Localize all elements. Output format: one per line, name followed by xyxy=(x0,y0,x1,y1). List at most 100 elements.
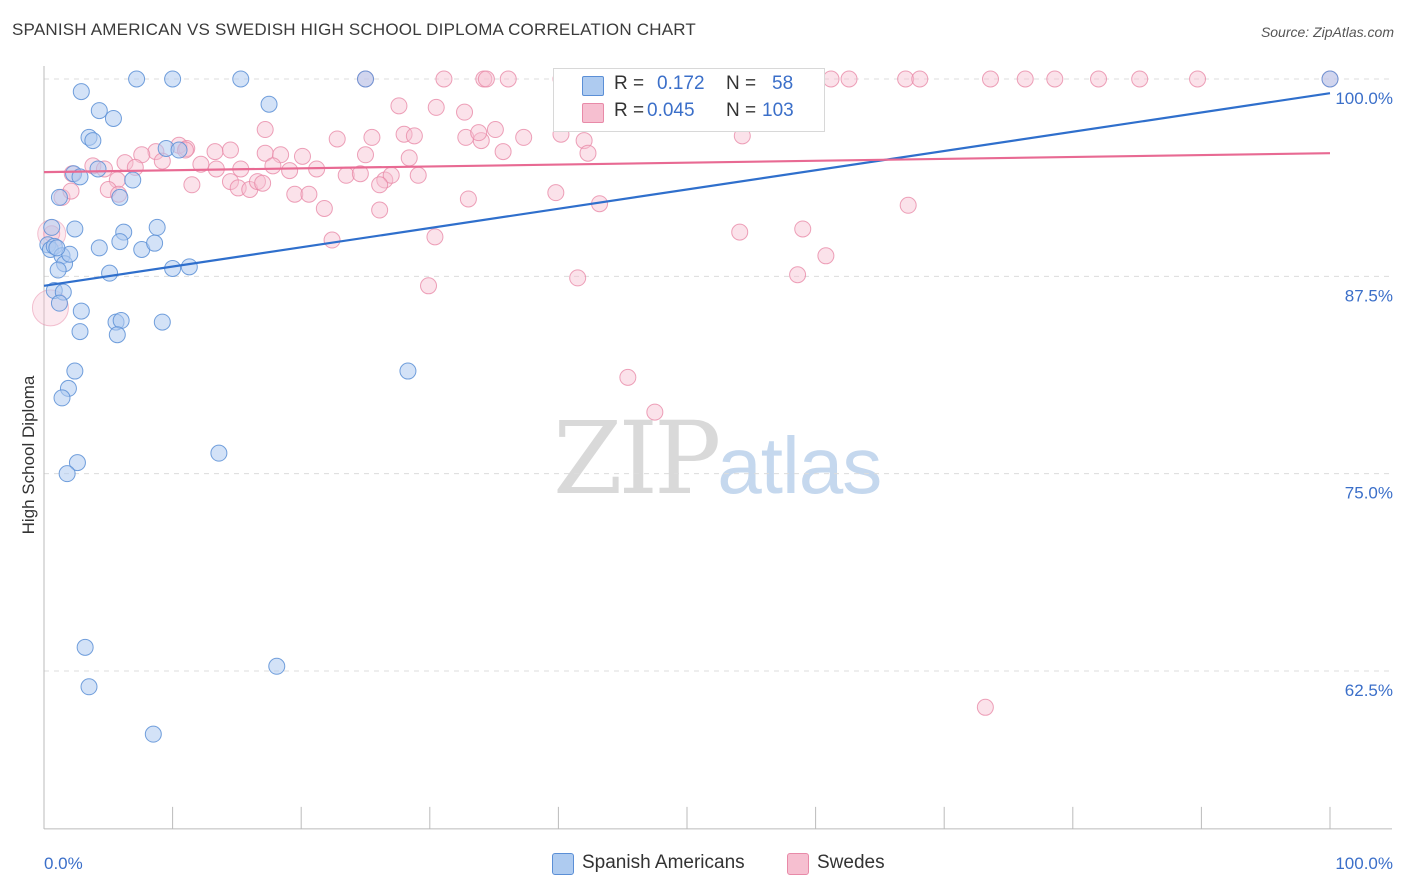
data-point-spanish-americans xyxy=(1321,70,1339,88)
n-value: 103 xyxy=(762,100,794,121)
data-point-swedes xyxy=(569,269,587,287)
data-point-spanish-americans xyxy=(260,95,278,113)
data-point-swedes xyxy=(459,190,477,208)
data-point-swedes xyxy=(1131,70,1149,88)
data-point-spanish-americans xyxy=(66,362,84,380)
data-point-spanish-americans xyxy=(48,239,66,257)
legend-swatch-pink xyxy=(787,853,809,875)
watermark-zip: ZIP xyxy=(553,400,721,517)
data-point-swedes xyxy=(323,231,341,249)
y-axis-label: High School Diploma xyxy=(19,375,38,534)
data-point-swedes xyxy=(1016,70,1034,88)
data-point-swedes xyxy=(897,70,915,88)
data-point-spanish-americans xyxy=(144,725,162,743)
r-label: R = xyxy=(614,73,645,94)
source-label: Source: ZipAtlas.com xyxy=(1260,24,1394,40)
data-point-swedes xyxy=(254,174,272,192)
data-point-swedes xyxy=(371,201,389,219)
data-point-spanish-americans xyxy=(101,264,119,282)
x-tick-label: 100.0% xyxy=(1335,854,1393,873)
data-point-swedes xyxy=(256,121,274,139)
data-point-swedes xyxy=(789,266,807,284)
data-point-spanish-americans xyxy=(58,465,76,483)
data-point-swedes xyxy=(981,70,999,88)
data-point-spanish-americans xyxy=(90,102,108,120)
data-point-spanish-americans xyxy=(111,188,129,206)
data-point-swedes xyxy=(390,97,408,115)
data-point-swedes xyxy=(371,176,389,194)
data-point-spanish-americans xyxy=(68,454,86,472)
y-tick-label: 62.5% xyxy=(1345,681,1393,700)
data-point-swedes xyxy=(192,155,210,173)
series-swedes xyxy=(31,70,1339,716)
data-point-spanish-americans xyxy=(90,239,108,257)
r-value: 0.045 xyxy=(647,100,695,121)
y-tick-label: 87.5% xyxy=(1345,286,1393,305)
data-point-swedes xyxy=(405,127,423,145)
stats-legend-row-swedes: R = 0.045 N = 103 xyxy=(554,100,824,126)
data-point-spanish-americans xyxy=(66,220,84,238)
watermark: ZIPatlas xyxy=(553,400,882,517)
data-point-spanish-americans xyxy=(399,362,417,380)
data-point-spanish-americans xyxy=(89,160,107,178)
data-point-swedes xyxy=(547,184,565,202)
data-point-spanish-americans xyxy=(153,313,171,331)
data-point-spanish-americans xyxy=(180,258,198,276)
data-point-swedes xyxy=(351,165,369,183)
data-point-swedes xyxy=(1090,70,1108,88)
data-point-swedes xyxy=(515,128,533,146)
data-point-spanish-americans xyxy=(71,168,89,186)
data-point-spanish-americans xyxy=(50,188,68,206)
data-point-swedes xyxy=(731,223,749,241)
data-point-spanish-americans xyxy=(128,70,146,88)
data-point-spanish-americans xyxy=(357,70,374,88)
data-point-swedes xyxy=(99,181,117,199)
y-tick-label: 100.0% xyxy=(1335,89,1393,108)
data-point-swedes xyxy=(328,130,346,148)
data-point-swedes xyxy=(281,162,299,180)
data-point-spanish-americans xyxy=(49,261,67,279)
n-value: 58 xyxy=(772,73,794,94)
data-point-swedes xyxy=(337,166,355,184)
data-point-swedes xyxy=(363,128,381,146)
data-point-swedes xyxy=(1046,70,1064,88)
data-point-swedes xyxy=(794,220,812,238)
n-label: N = xyxy=(726,73,757,94)
data-point-swedes xyxy=(911,70,929,88)
data-point-swedes xyxy=(206,143,224,161)
data-point-swedes xyxy=(646,403,664,421)
data-point-spanish-americans xyxy=(232,70,250,88)
data-point-spanish-americans xyxy=(53,389,71,407)
data-point-swedes xyxy=(477,70,495,88)
legend-label: Spanish Americans xyxy=(582,852,745,873)
trend-lines xyxy=(43,92,1331,287)
data-point-swedes xyxy=(899,196,917,214)
data-point-swedes xyxy=(840,70,858,88)
axes xyxy=(43,66,1392,830)
data-point-swedes xyxy=(456,103,474,121)
data-point-spanish-americans xyxy=(146,234,164,252)
x-tick-label: 0.0% xyxy=(44,854,83,873)
data-point-swedes xyxy=(315,199,333,217)
data-point-spanish-americans xyxy=(72,302,90,320)
legend-swatch-pink xyxy=(582,103,604,123)
data-point-spanish-americans xyxy=(72,83,90,101)
axis-labels: 100.0% 87.5% 75.0% 62.5% 0.0% 100.0% High Scho… xyxy=(19,89,1393,873)
data-point-swedes xyxy=(619,368,637,386)
data-point-spanish-americans xyxy=(43,218,61,236)
stats-legend: R = 0.172 N = 58 R = 0.045 N = 103 xyxy=(553,68,825,132)
data-point-spanish-americans xyxy=(164,70,182,88)
data-point-spanish-americans xyxy=(148,218,166,236)
data-point-swedes xyxy=(409,166,427,184)
data-point-swedes xyxy=(579,144,597,162)
data-point-swedes xyxy=(183,176,201,194)
data-point-spanish-americans xyxy=(84,132,102,150)
data-point-swedes xyxy=(494,143,512,161)
data-point-spanish-americans xyxy=(80,678,98,696)
data-point-swedes xyxy=(470,124,488,142)
trend-line-swedes xyxy=(43,152,1331,174)
series-spanish-americans xyxy=(39,70,1339,743)
data-point-spanish-americans xyxy=(108,326,126,344)
data-point-spanish-americans xyxy=(71,323,89,341)
